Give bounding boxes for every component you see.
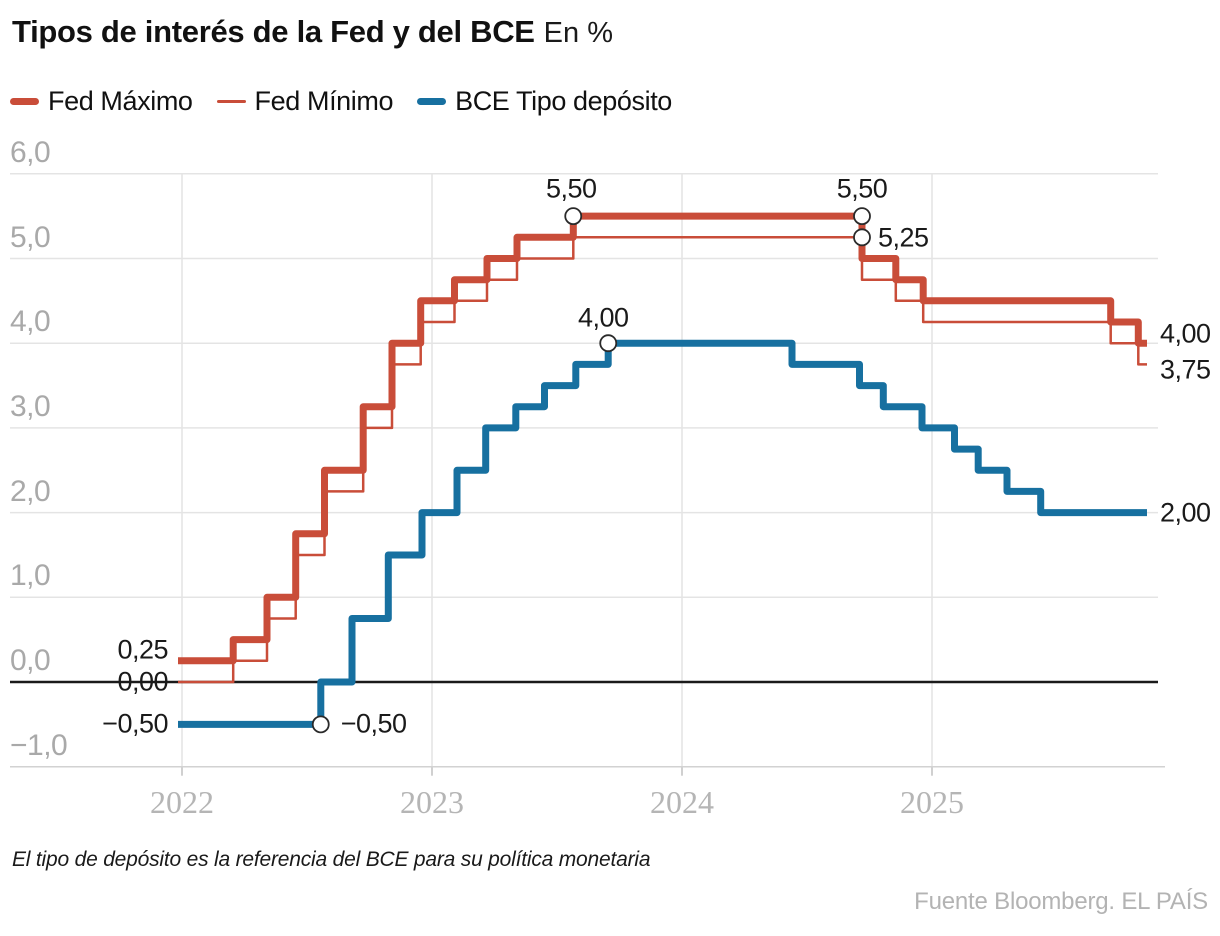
annotation-label: −0,50 <box>102 708 168 739</box>
annotation-label: 0,25 <box>117 634 168 665</box>
legend: Fed Máximo Fed Mínimo BCE Tipo depósito <box>10 86 672 117</box>
x-axis-label: 2022 <box>150 784 214 820</box>
annotation-label: 0,00 <box>117 666 168 697</box>
legend-item-bce: BCE Tipo depósito <box>417 86 672 117</box>
y-axis-label: 4,0 <box>10 305 51 339</box>
event-marker <box>599 334 618 353</box>
fed-max-line <box>178 212 1147 665</box>
fed-min-swatch-icon <box>216 100 246 103</box>
chart-header: Tipos de interés de la Fed y del BCE En % <box>12 14 613 50</box>
page-subtitle: En % <box>543 17 613 49</box>
event-marker <box>853 207 871 226</box>
annotation-label: 4,00 <box>1160 318 1211 349</box>
y-axis-label: 2,0 <box>10 474 51 508</box>
x-axis-label: 2023 <box>400 784 464 820</box>
y-axis-label: 6,0 <box>10 135 51 169</box>
bce-deposit-line <box>178 339 1147 728</box>
legend-item-fed-max: Fed Máximo <box>10 86 193 117</box>
y-axis-label: 0,0 <box>10 644 51 677</box>
y-axis-label: 3,0 <box>10 389 51 423</box>
annotation-label: 3,75 <box>1160 354 1211 385</box>
annotation-label: −0,50 <box>340 708 407 739</box>
y-axis-label: −1,0 <box>10 728 68 762</box>
x-axis-label: 2025 <box>900 784 964 820</box>
event-marker <box>311 715 330 734</box>
legend-label: Fed Mínimo <box>254 86 394 116</box>
footnote: El tipo de depósito es la referencia del… <box>12 848 651 871</box>
legend-label: BCE Tipo depósito <box>455 86 672 116</box>
bce-swatch-icon <box>417 98 447 105</box>
fed-max-swatch-icon <box>10 98 39 105</box>
y-axis-label: 5,0 <box>10 220 51 254</box>
annotation-label: 4,00 <box>577 302 629 333</box>
y-axis-label: 1,0 <box>10 559 51 593</box>
source-credit: Fuente Bloomberg. EL PAÍS <box>914 888 1208 915</box>
annotation-label: 5,25 <box>878 222 929 253</box>
legend-label: Fed Máximo <box>48 86 193 116</box>
x-axis-label: 2024 <box>650 784 714 820</box>
annotation-label: 2,00 <box>1160 497 1211 528</box>
event-marker <box>853 228 871 247</box>
event-marker <box>564 207 583 226</box>
legend-item-fed-min: Fed Mínimo <box>216 86 394 117</box>
annotation-label: 5,50 <box>545 173 597 204</box>
page-title: Tipos de interés de la Fed y del BCE <box>12 14 535 49</box>
annotation-label: 5,50 <box>836 173 888 204</box>
